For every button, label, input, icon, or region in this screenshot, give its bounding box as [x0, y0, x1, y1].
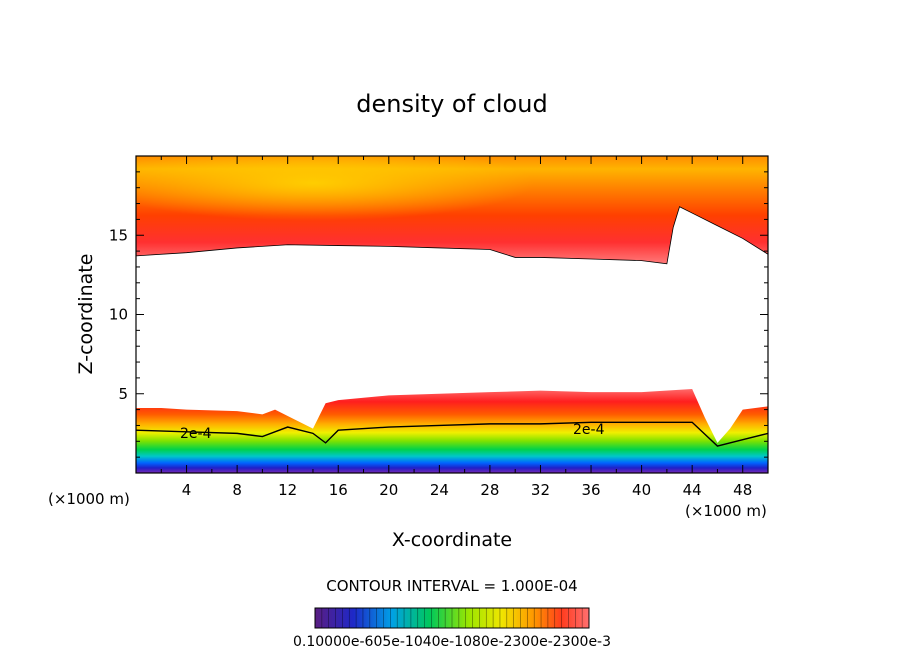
lower-layer-fill [136, 388, 768, 473]
x-tick-label: 24 [430, 481, 449, 499]
x-tick-label: 40 [632, 481, 651, 499]
contour-interval: CONTOUR INTERVAL = 1.000E-04 [326, 577, 577, 595]
y-tick-label: 15 [109, 226, 128, 244]
x-tick-label: 36 [581, 481, 600, 499]
contour-label-right: 2e-4 [573, 422, 605, 438]
x-tick-label: 16 [329, 481, 348, 499]
upper-cloud-layer [136, 156, 768, 265]
x-tick-label: 4 [182, 481, 192, 499]
x-tick-label: 44 [683, 481, 702, 499]
x-axis-label: X-coordinate [392, 529, 512, 551]
contour-label-left: 2e-4 [180, 426, 212, 442]
colorbar-stripes [321, 608, 583, 628]
lower-cloud-layer [136, 388, 768, 473]
y-tick-label: 5 [118, 385, 128, 403]
x-tick-label: 48 [733, 481, 752, 499]
x-tick-label: 32 [531, 481, 550, 499]
plot-area [136, 156, 768, 473]
y-tick-label: 10 [109, 306, 128, 324]
chart-title: density of cloud [356, 90, 547, 118]
y-axis-label: Z-coordinate [75, 254, 97, 375]
upper-layer-boundary [136, 206, 768, 265]
contour-lines [136, 421, 768, 447]
x-axis-ticks: 4 8 12 16 20 24 28 32 36 40 44 48 [160, 156, 752, 499]
x-unit-right: (×1000 m) [685, 502, 767, 520]
contour-line-2e-4 [136, 421, 768, 447]
x-tick-label: 28 [480, 481, 499, 499]
upper-layer-core [136, 156, 768, 264]
x-tick-label: 20 [379, 481, 398, 499]
colorbar-labels: 0.10000e-605e-1040e-1080e-2300e-2300e-3 [293, 634, 611, 650]
y-axis-ticks: 5 10 15 [109, 171, 768, 458]
x-unit-left: (×1000 m) [48, 490, 130, 508]
x-tick-label: 8 [232, 481, 242, 499]
x-tick-label: 12 [278, 481, 297, 499]
